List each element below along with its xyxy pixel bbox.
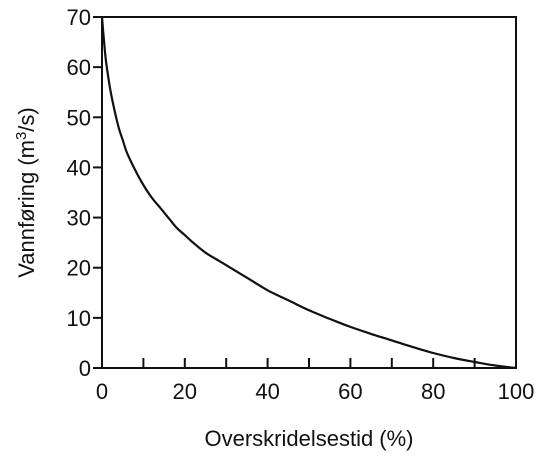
x-tick-label: 20 [173,379,197,404]
x-axis-label: Overskridelsestid (%) [204,426,413,451]
y-tick-label: 10 [67,306,91,331]
y-axis-label-superscript: 3 [13,132,30,140]
y-tick-label: 30 [67,206,91,231]
flow-duration-curve [100,16,517,370]
y-tick-label: 20 [67,256,91,281]
y-tick-label: 60 [67,55,91,80]
x-tick-label: 100 [498,379,535,404]
x-tick-label: 60 [338,379,362,404]
tick-labels: 0 10 20 30 40 50 60 70 0 20 40 60 80 100 [67,5,535,404]
y-tick-label: 50 [67,105,91,130]
plot-frame [101,16,517,369]
y-axis-label-text: Vannføring (m [14,140,39,278]
x-tick-label: 40 [255,379,279,404]
y-tick-label: 40 [67,155,91,180]
plot-axes [101,16,517,369]
axis-ticks [93,16,517,369]
y-tick-label: 70 [67,5,91,30]
x-tick-label: 80 [421,379,445,404]
y-axis-label: Vannføring (m3/s) [13,107,40,278]
y-tick-label: 0 [79,356,91,381]
x-tick-label: 0 [96,379,108,404]
y-axis-label-unit: /s) [14,107,39,131]
